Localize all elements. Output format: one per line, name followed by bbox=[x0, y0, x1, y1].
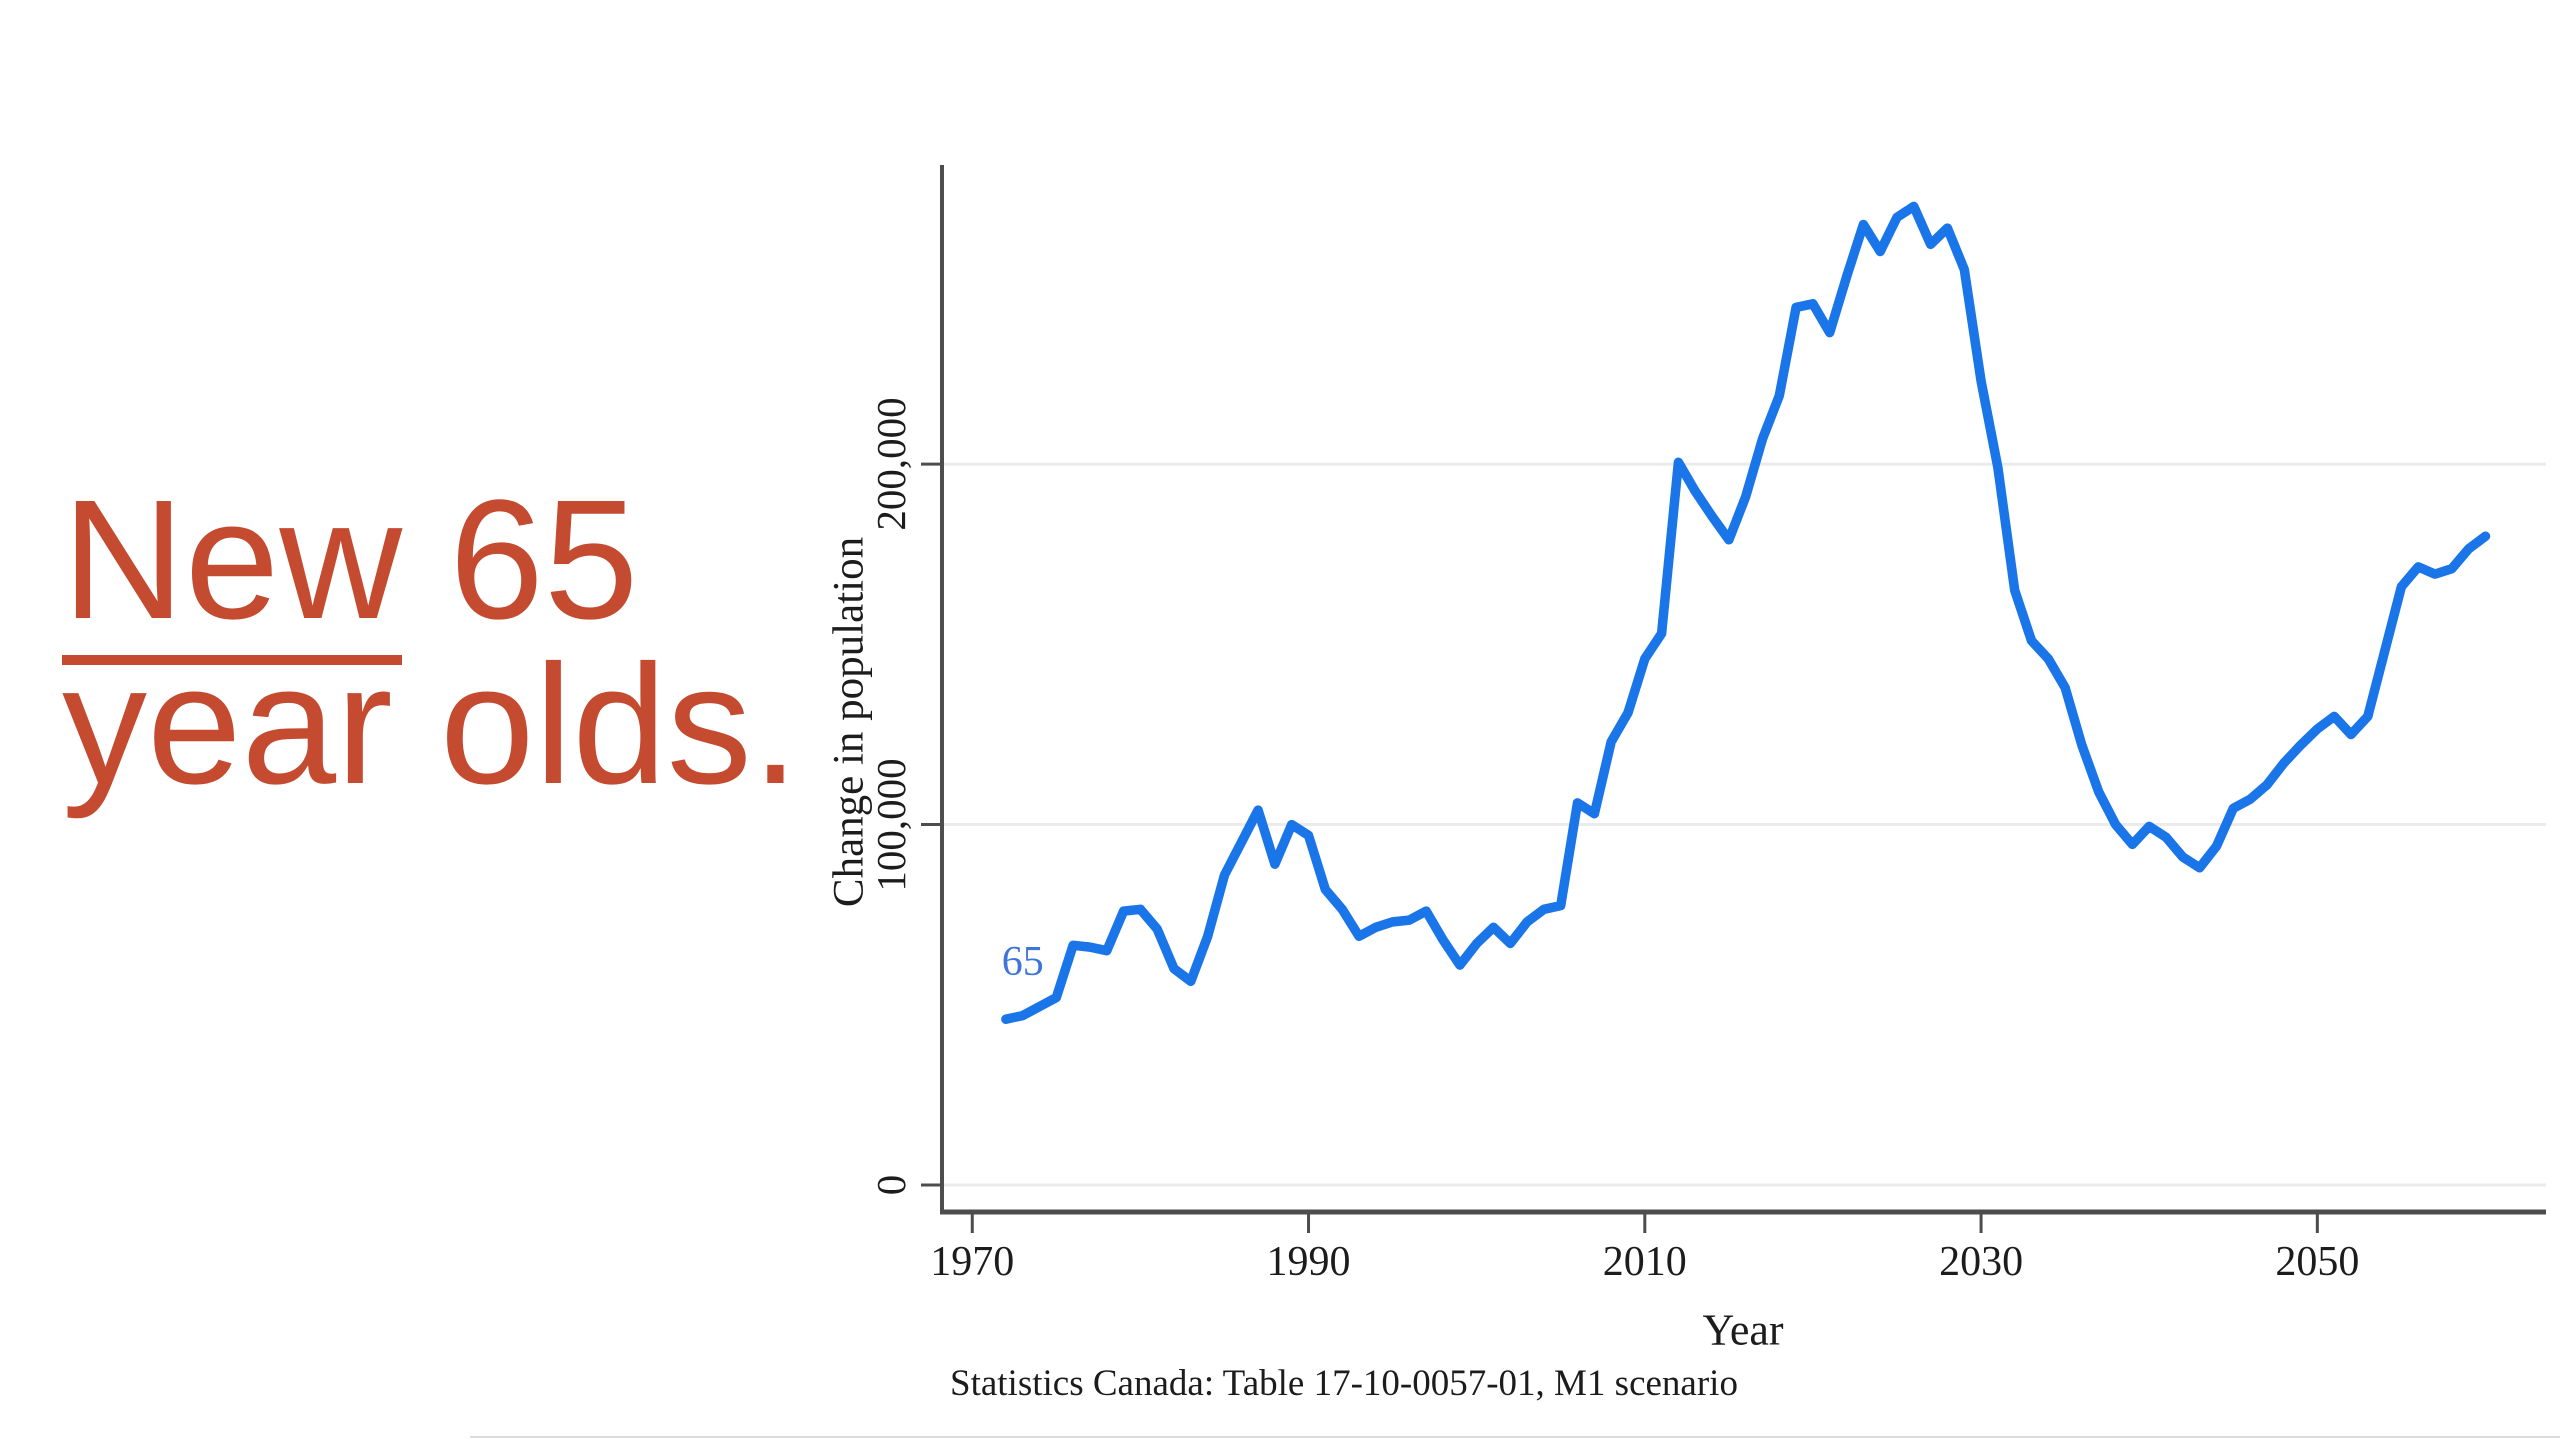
y-tick-label-200,000: 200,000 bbox=[868, 397, 914, 531]
headline-line1-rest: 65 bbox=[402, 465, 639, 655]
y-axis-title: Change in population bbox=[825, 536, 873, 908]
slide-edge-line bbox=[470, 1436, 2560, 1438]
x-tick-label-1970: 1970 bbox=[930, 1239, 1015, 1285]
y-tick-label-0: 0 bbox=[868, 1174, 914, 1196]
x-tick-label-2050: 2050 bbox=[2275, 1239, 2360, 1285]
series-label: 65 bbox=[1001, 938, 1044, 985]
y-tick-label-100,000: 100,000 bbox=[868, 757, 914, 892]
x-axis-title: Year bbox=[1702, 1305, 1784, 1355]
headline-line1: New 65 bbox=[62, 465, 799, 665]
source-caption: Statistics Canada: Table 17-10-0057-01, … bbox=[950, 1363, 1738, 1404]
x-tick-label-2030: 2030 bbox=[1939, 1239, 2024, 1285]
x-tick-label-2010: 2010 bbox=[1602, 1239, 1687, 1285]
population-change-line bbox=[1001, 201, 2491, 1024]
headline-underlined-word: New bbox=[62, 465, 403, 665]
headline-line2: year olds. bbox=[62, 629, 800, 820]
headline: New 65 year olds. bbox=[62, 465, 800, 820]
x-tick-label-1990: 1990 bbox=[1266, 1239, 1351, 1285]
